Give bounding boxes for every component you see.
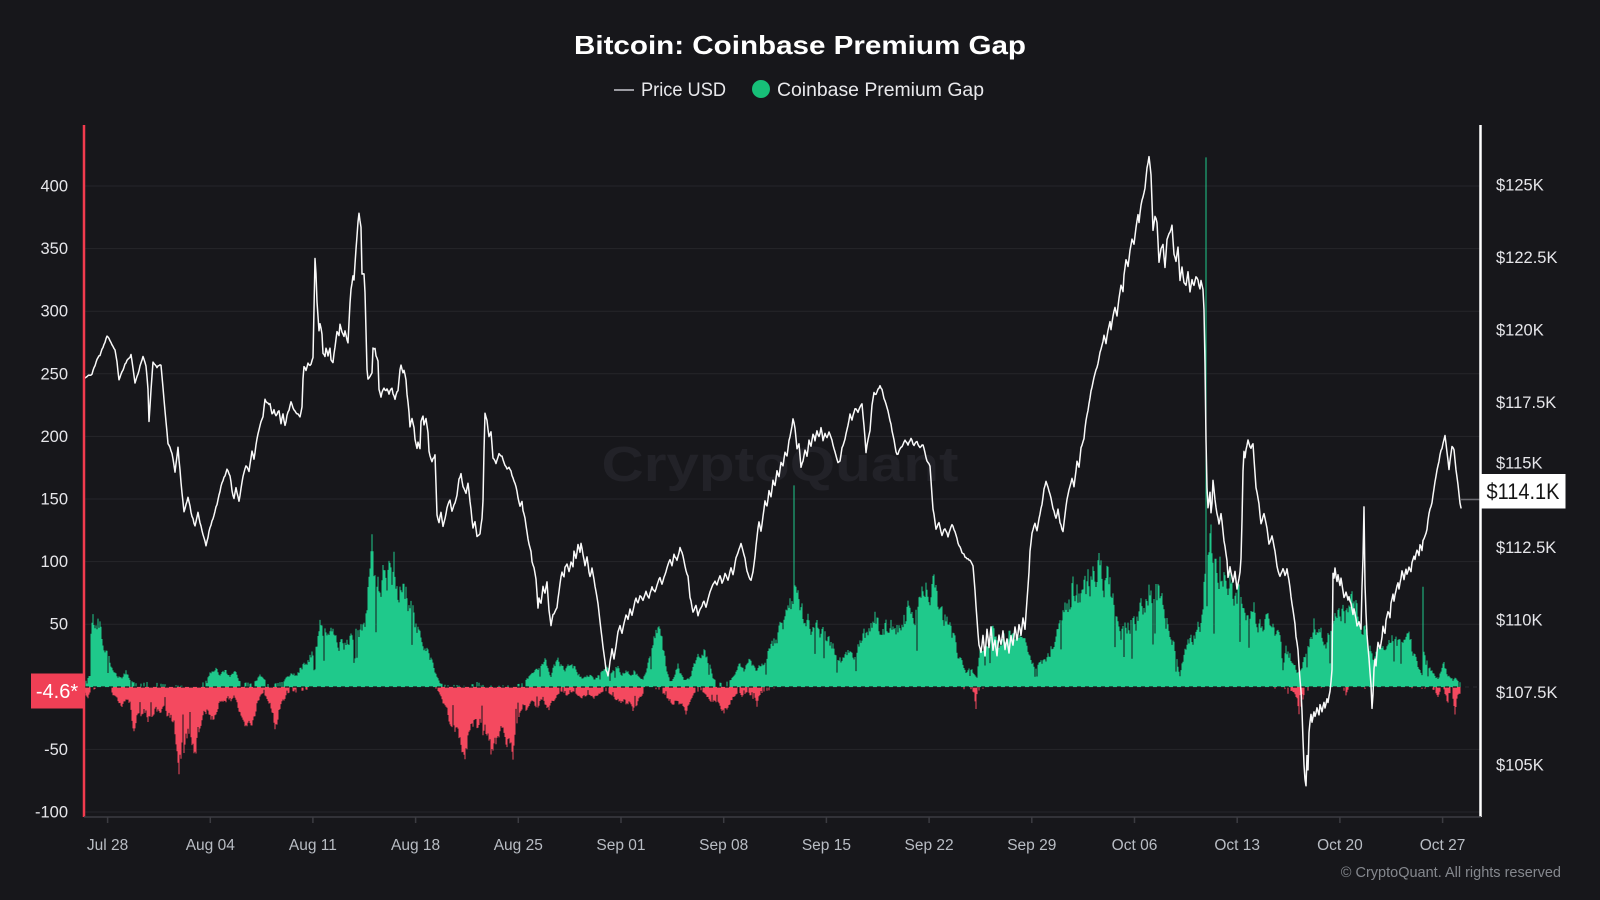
svg-text:$114.1K: $114.1K <box>1487 479 1560 504</box>
svg-text:Sep 01: Sep 01 <box>596 837 645 854</box>
svg-text:$112.5K: $112.5K <box>1496 539 1556 557</box>
svg-text:Aug 04: Aug 04 <box>186 837 236 854</box>
svg-text:100: 100 <box>40 553 68 571</box>
svg-text:-100: -100 <box>35 804 68 822</box>
svg-text:Bitcoin: Coinbase Premium Gap: Bitcoin: Coinbase Premium Gap <box>574 30 1026 60</box>
svg-text:250: 250 <box>40 365 68 383</box>
svg-text:$122.5K: $122.5K <box>1496 249 1557 267</box>
svg-text:$107.5K: $107.5K <box>1496 684 1557 702</box>
svg-text:Jul 28: Jul 28 <box>87 837 128 854</box>
svg-text:$117.5K: $117.5K <box>1496 394 1556 412</box>
svg-text:$115K: $115K <box>1496 455 1543 473</box>
svg-text:Coinbase Premium Gap: Coinbase Premium Gap <box>777 80 984 101</box>
svg-text:350: 350 <box>40 240 68 258</box>
svg-text:Oct 20: Oct 20 <box>1317 837 1363 854</box>
svg-text:$125K: $125K <box>1496 177 1544 195</box>
svg-text:400: 400 <box>40 178 68 196</box>
svg-text:$105K: $105K <box>1496 757 1544 775</box>
svg-text:$120K: $120K <box>1496 322 1544 340</box>
svg-text:Oct 13: Oct 13 <box>1214 837 1260 854</box>
svg-text:-50: -50 <box>44 741 68 759</box>
svg-text:50: 50 <box>50 616 68 634</box>
svg-text:Sep 15: Sep 15 <box>802 837 851 854</box>
svg-text:Oct 27: Oct 27 <box>1420 837 1466 854</box>
svg-text:Aug 25: Aug 25 <box>494 837 543 854</box>
svg-text:Sep 08: Sep 08 <box>699 837 748 854</box>
svg-text:200: 200 <box>40 428 68 446</box>
svg-text:Sep 22: Sep 22 <box>905 837 954 854</box>
svg-text:-4.6*: -4.6* <box>36 681 78 703</box>
svg-text:300: 300 <box>40 303 68 321</box>
svg-text:Aug 11: Aug 11 <box>289 837 337 854</box>
svg-text:© CryptoQuant. All rights rese: © CryptoQuant. All rights reserved <box>1341 865 1561 881</box>
svg-text:150: 150 <box>40 491 68 509</box>
svg-text:$110K: $110K <box>1496 612 1543 630</box>
svg-text:Oct 06: Oct 06 <box>1112 837 1158 854</box>
svg-text:Price USD: Price USD <box>641 80 726 101</box>
svg-text:Sep 29: Sep 29 <box>1007 837 1056 854</box>
svg-text:Aug 18: Aug 18 <box>391 837 440 854</box>
